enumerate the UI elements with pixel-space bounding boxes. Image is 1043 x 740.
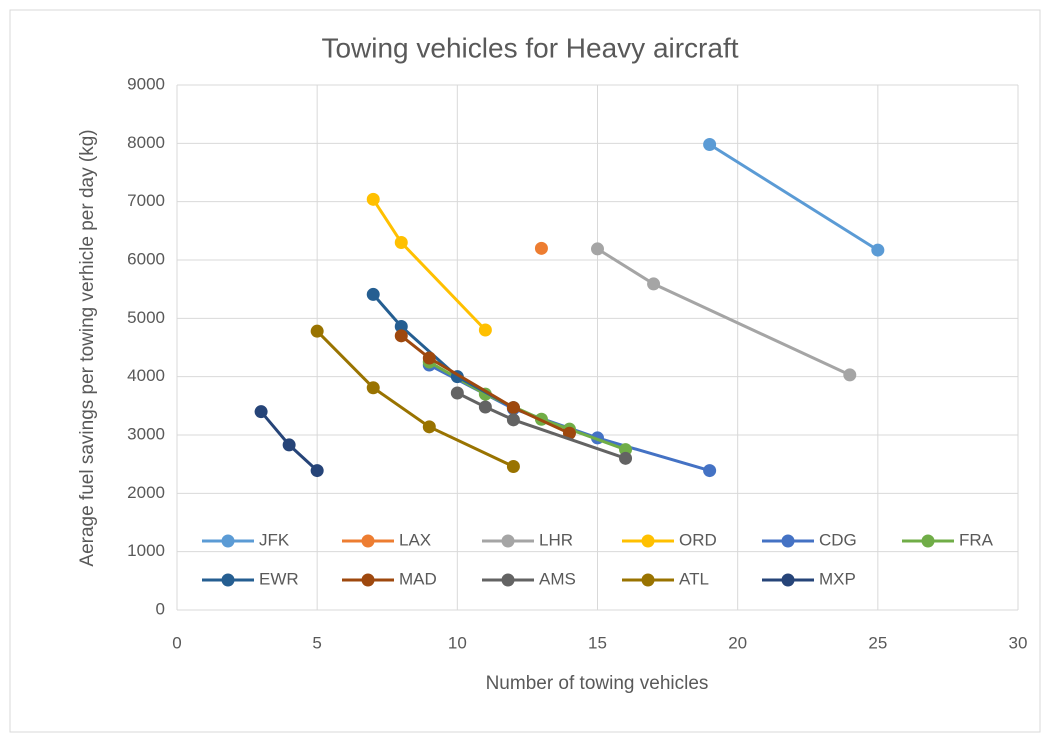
legend-marker [921, 534, 935, 548]
y-tick-label: 4000 [127, 366, 165, 385]
legend-marker [361, 534, 375, 548]
legend-marker [641, 534, 655, 548]
series-line [708, 143, 879, 252]
legend-label: MXP [819, 569, 856, 588]
legend-label: CDG [819, 530, 857, 549]
data-point [366, 287, 380, 301]
data-point [282, 438, 296, 452]
data-point [506, 413, 520, 427]
data-point [394, 329, 408, 343]
data-point [619, 451, 633, 465]
legend-marker [361, 573, 375, 587]
y-axis-title: Aerage fuel savings per towing verhicle … [77, 129, 98, 566]
legend-marker [781, 534, 795, 548]
data-point [366, 381, 380, 395]
x-axis-title: Number of towing vehicles [486, 673, 709, 694]
legend-marker [221, 534, 235, 548]
data-point [310, 464, 324, 478]
x-tick-label: 25 [868, 633, 887, 652]
data-point [871, 243, 885, 257]
data-point [703, 138, 717, 151]
series-line [316, 330, 515, 468]
legend-marker [781, 573, 795, 587]
data-point [254, 405, 268, 419]
data-point [843, 368, 857, 382]
data-point [366, 192, 380, 206]
data-point [394, 320, 408, 333]
data-point [478, 400, 492, 414]
data-point [506, 401, 520, 415]
y-tick-label: 6000 [127, 249, 165, 268]
y-tick-label: 0 [156, 599, 165, 618]
series-line [456, 391, 627, 460]
chart-border [9, 9, 1041, 733]
data-point [506, 460, 520, 473]
y-tick-label: 1000 [127, 541, 165, 560]
chart-title: Towing vehicles for Heavy aircraft [321, 32, 738, 63]
data-point [394, 236, 408, 249]
legend-label: FRA [959, 530, 994, 549]
legend-marker [501, 534, 515, 548]
data-point [591, 242, 604, 256]
x-tick-label: 10 [448, 633, 467, 652]
x-tick-label: 20 [728, 633, 747, 652]
legend-label: ATL [679, 569, 709, 588]
x-tick-label: 30 [1009, 633, 1028, 652]
legend-label: LHR [539, 530, 573, 549]
data-point [422, 351, 436, 365]
data-point [534, 241, 548, 255]
data-point [422, 420, 436, 434]
legend-label: ORD [679, 530, 717, 549]
legend-label: EWR [259, 569, 299, 588]
data-point [478, 323, 492, 337]
legend-marker [221, 573, 235, 587]
legend-label: AMS [539, 569, 576, 588]
x-tick-label: 5 [312, 633, 321, 652]
legend-marker [501, 573, 515, 587]
series-line [400, 334, 571, 435]
data-point [450, 386, 464, 400]
legend-marker [641, 573, 655, 587]
y-tick-label: 8000 [127, 133, 165, 152]
data-point [310, 324, 324, 338]
data-point [647, 277, 661, 291]
data-point [703, 464, 717, 478]
legend-label: LAX [399, 530, 431, 549]
legend-label: MAD [399, 569, 437, 588]
y-tick-label: 5000 [127, 308, 165, 327]
x-tick-label: 0 [172, 633, 181, 652]
y-tick-label: 2000 [127, 483, 165, 502]
y-tick-label: 3000 [127, 424, 165, 443]
x-tick-label: 15 [588, 633, 607, 652]
y-tick-label: 7000 [127, 191, 165, 210]
y-tick-label: 9000 [127, 74, 165, 93]
legend-label: JFK [259, 530, 290, 549]
